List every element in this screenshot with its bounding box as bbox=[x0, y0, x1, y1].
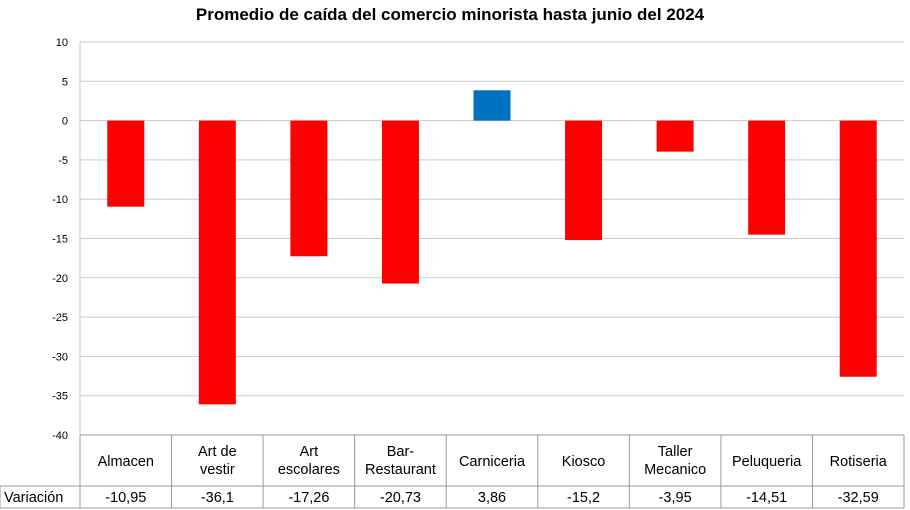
category-label: Taller Mecanico bbox=[644, 444, 706, 478]
bar bbox=[107, 120, 145, 207]
bars bbox=[107, 90, 877, 405]
bar bbox=[656, 120, 694, 152]
data-table: Almacen Art de vestir Art escolares Bar-Resta… bbox=[0, 434, 905, 509]
y-tick-label: -15 bbox=[52, 234, 68, 246]
data-label: 3,86 bbox=[478, 490, 506, 506]
y-tick-label: 10 bbox=[56, 37, 68, 49]
bar bbox=[198, 120, 236, 405]
bar bbox=[748, 120, 786, 235]
category-label: Art de vestir bbox=[198, 444, 237, 478]
data-label: -20,73 bbox=[380, 490, 421, 506]
data-label: -15,2 bbox=[567, 490, 600, 506]
category-label: Carniceria bbox=[459, 454, 526, 470]
y-tick-label: -30 bbox=[52, 351, 68, 363]
bar bbox=[839, 120, 877, 377]
data-label: -10,95 bbox=[105, 490, 146, 506]
y-tick-label: -35 bbox=[52, 391, 68, 403]
category-label: Kiosco bbox=[562, 454, 606, 470]
category-label: Rotiseria bbox=[830, 454, 888, 470]
y-tick-label: -20 bbox=[52, 273, 68, 285]
data-label: -3,95 bbox=[659, 490, 692, 506]
data-label: -32,59 bbox=[838, 490, 879, 506]
series-name: Variación bbox=[4, 490, 63, 506]
bar bbox=[565, 120, 603, 241]
bar bbox=[381, 120, 419, 284]
category-label: Almacen bbox=[98, 454, 154, 470]
y-axis-ticks: 10 5 0 -5 -10 -15 -20 -25 -30 -35 -40 bbox=[52, 37, 68, 442]
data-label: -36,1 bbox=[201, 490, 234, 506]
category-label: Peluqueria bbox=[732, 454, 802, 470]
y-tick-label: 0 bbox=[62, 116, 68, 128]
data-label: -17,26 bbox=[288, 490, 329, 506]
y-tick-label: -25 bbox=[52, 312, 68, 324]
y-tick-label: -5 bbox=[58, 155, 68, 167]
category-label: Art escolares bbox=[278, 444, 340, 478]
chart-title: Promedio de caída del comercio minorista… bbox=[196, 5, 705, 24]
y-tick-label: -40 bbox=[52, 430, 68, 442]
data-label: -14,51 bbox=[746, 490, 787, 506]
category-label: Bar-Restaurant bbox=[365, 444, 436, 478]
bar bbox=[290, 120, 328, 257]
y-tick-label: 5 bbox=[62, 76, 68, 88]
y-tick-label: -10 bbox=[52, 194, 68, 206]
bar bbox=[473, 90, 511, 121]
